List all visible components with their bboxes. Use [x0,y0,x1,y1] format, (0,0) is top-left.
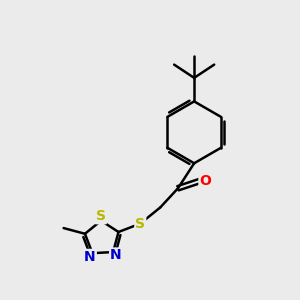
Text: O: O [200,174,211,188]
Text: N: N [84,250,96,264]
Text: S: S [135,217,145,231]
Text: N: N [110,248,122,262]
Text: S: S [96,209,106,223]
